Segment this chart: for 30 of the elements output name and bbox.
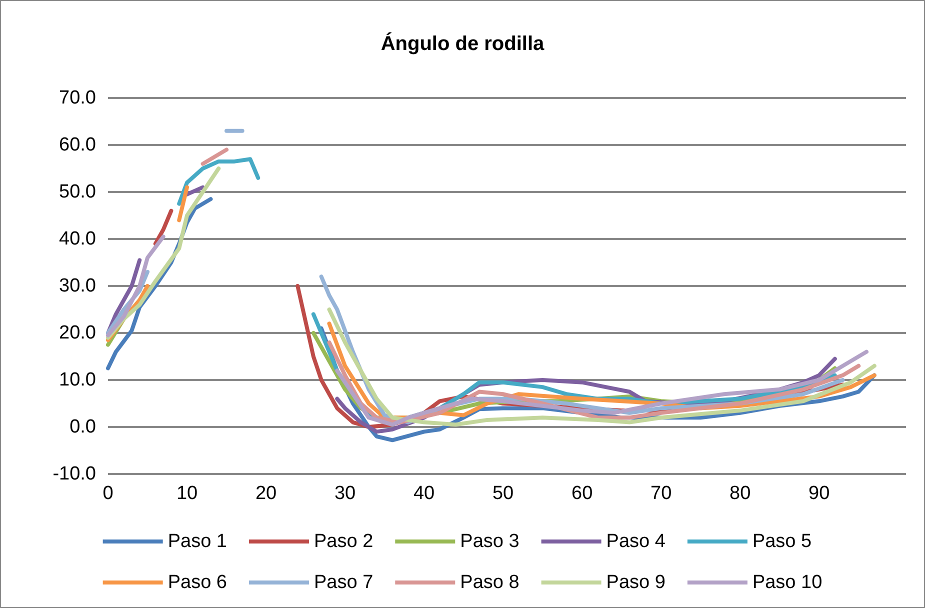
legend-label: Paso 10 bbox=[752, 572, 822, 593]
legend-label: Paso 8 bbox=[460, 572, 520, 593]
y-tick-label: 10.0 bbox=[59, 370, 96, 390]
y-tick-label: 70.0 bbox=[59, 88, 96, 108]
legend-label: Paso 1 bbox=[168, 531, 227, 552]
y-tick-label: 60.0 bbox=[59, 134, 96, 156]
y-tick-label: 30.0 bbox=[59, 276, 96, 296]
legend-label: Paso 5 bbox=[752, 531, 812, 552]
x-tick-label: 50 bbox=[492, 483, 514, 504]
x-tick-label: 90 bbox=[808, 483, 830, 504]
x-tick-label: 30 bbox=[334, 483, 356, 504]
y-tick-label: 0.0 bbox=[70, 416, 96, 438]
y-tick-label: 20.0 bbox=[59, 322, 96, 344]
y-tick-label: -10.0 bbox=[52, 464, 96, 484]
legend-label: Paso 6 bbox=[168, 572, 227, 593]
y-tick-label: 50.0 bbox=[59, 182, 96, 202]
legend-label: Paso 4 bbox=[606, 531, 666, 552]
x-tick-label: 70 bbox=[650, 483, 672, 504]
x-tick-label: 10 bbox=[176, 483, 198, 504]
legend-label: Paso 3 bbox=[460, 531, 520, 552]
x-tick-label: 20 bbox=[255, 483, 277, 504]
x-tick-label: 60 bbox=[571, 483, 593, 504]
chart-title: Ángulo de rodilla bbox=[380, 32, 546, 55]
legend-label: Paso 2 bbox=[314, 531, 374, 552]
legend-label: Paso 9 bbox=[606, 572, 666, 593]
legend-label: Paso 7 bbox=[314, 572, 374, 593]
x-tick-label: 0 bbox=[102, 483, 114, 504]
x-tick-label: 80 bbox=[730, 483, 751, 504]
x-tick-label: 40 bbox=[413, 483, 435, 504]
y-tick-label: 40.0 bbox=[59, 228, 96, 250]
